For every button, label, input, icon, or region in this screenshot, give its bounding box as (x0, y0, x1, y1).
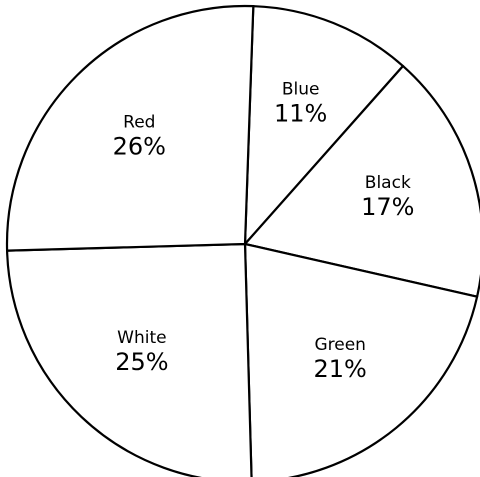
slice-label-white: White (117, 328, 166, 348)
pie-slice-green (243, 242, 479, 477)
slice-value-green: 21% (314, 355, 367, 383)
slice-value-red: 26% (113, 133, 166, 161)
pie-slice-blue (243, 5, 405, 246)
slice-value-white: 25% (115, 348, 168, 376)
slice-label-black: Black (365, 173, 411, 193)
pie-slices (5, 4, 480, 477)
pie-slice-red (5, 4, 255, 252)
slice-label-red: Red (123, 113, 155, 133)
slice-value-blue: 11% (274, 100, 327, 128)
pie-slice-white (5, 242, 253, 477)
pie-slice-black (243, 64, 480, 298)
slice-label-green: Green (314, 335, 365, 355)
slice-label-blue: Blue (282, 80, 320, 100)
slice-value-black: 17% (361, 193, 414, 221)
